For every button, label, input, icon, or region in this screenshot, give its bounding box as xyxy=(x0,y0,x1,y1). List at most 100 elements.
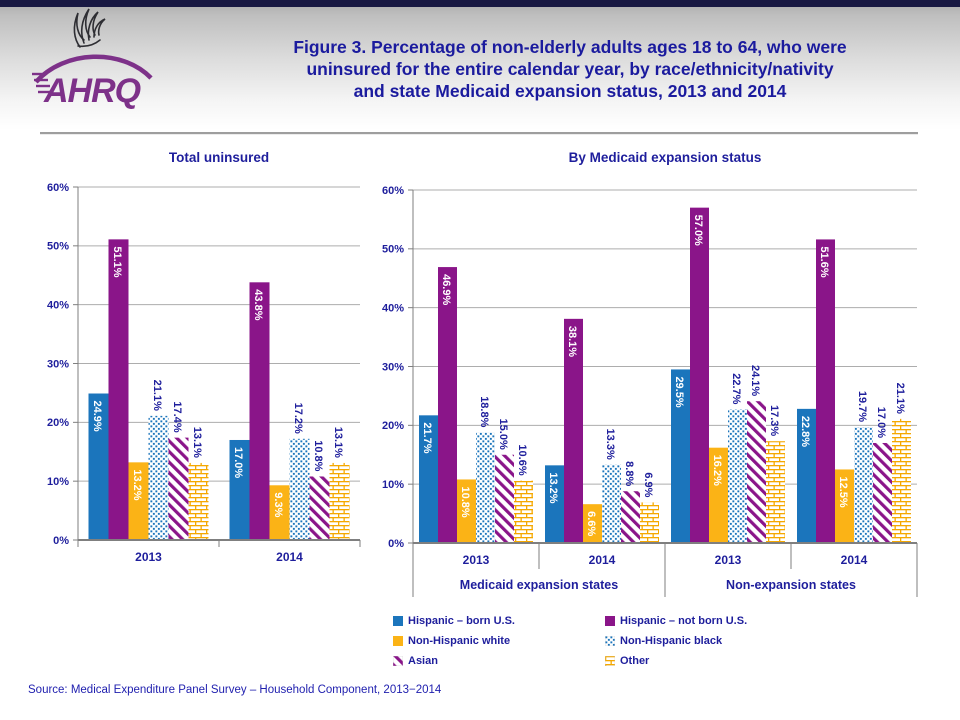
legend-item-hispanic-born-us: Hispanic – born U.S. xyxy=(393,611,589,631)
bar xyxy=(168,437,189,540)
y-axis-tick-label: 40% xyxy=(47,300,69,312)
legend-label: Asian xyxy=(408,655,438,667)
x-axis-group-label: Medicaid expansion states xyxy=(460,578,618,592)
bar-value-label: 12.5% xyxy=(837,476,849,507)
bar-value-label: 17.0% xyxy=(232,447,244,478)
y-axis-tick-label: 20% xyxy=(47,417,69,429)
bar-value-label: 13.2% xyxy=(547,472,559,503)
bar-value-label: 51.6% xyxy=(818,246,830,277)
bar xyxy=(816,239,835,544)
bar-value-label: 10.8% xyxy=(459,486,471,517)
bar-value-label: 57.0% xyxy=(692,215,704,246)
y-axis-tick-label: 10% xyxy=(47,476,69,488)
bar-value-label: 46.9% xyxy=(440,274,452,305)
bar-value-label: 13.2% xyxy=(131,469,143,500)
bar xyxy=(747,401,766,543)
bar-value-label: 43.8% xyxy=(252,289,264,320)
chart-total-uninsured: 0% 10% 20% 30% 40% 50% 60% 24.9% 51.1% 13.2% 21.1%… xyxy=(30,145,375,582)
bar xyxy=(329,462,350,540)
bar xyxy=(621,491,640,543)
bar xyxy=(188,462,209,540)
bar xyxy=(269,485,290,540)
legend-swatch-solid-blue-icon xyxy=(393,616,403,626)
bar-value-label: 13.1% xyxy=(191,427,203,458)
hhs-eagle-icon xyxy=(73,8,106,48)
bar-value-label: 15.0% xyxy=(497,419,509,450)
header-divider xyxy=(40,132,918,135)
x-axis-year-label: 2013 xyxy=(135,550,162,564)
x-axis-year-label: 2013 xyxy=(715,553,742,567)
legend: Hispanic – born U.S. Non-Hispanic white … xyxy=(393,611,747,671)
bar xyxy=(289,438,310,540)
bar-value-label: 22.8% xyxy=(799,416,811,447)
bar xyxy=(835,469,854,543)
top-accent-bar xyxy=(0,0,960,7)
bar-value-label: 6.6% xyxy=(585,511,597,536)
bar-value-label: 17.3% xyxy=(768,405,780,436)
y-axis-tick-label: 0% xyxy=(388,538,404,550)
bar-value-label: 17.0% xyxy=(875,407,887,438)
bar-value-label: 17.4% xyxy=(171,401,183,432)
legend-swatch-solid-orange-icon xyxy=(393,636,403,646)
bar-value-label: 8.8% xyxy=(623,461,635,486)
x-axis-year-label: 2014 xyxy=(276,550,303,564)
legend-item-hispanic-not-born-us: Hispanic – not born U.S. xyxy=(605,611,747,631)
bar xyxy=(514,480,533,543)
bar-value-label: 10.6% xyxy=(516,444,528,475)
bar xyxy=(690,207,709,543)
bar xyxy=(229,439,250,540)
figure-title: Figure 3. Percentage of non-elderly adul… xyxy=(293,37,847,101)
legend-column-2: Hispanic – not born U.S. Non-Hispanic bl… xyxy=(605,611,747,671)
legend-swatch-blue-dots-icon xyxy=(605,636,615,646)
bar xyxy=(438,267,457,543)
bar-value-label: 10.8% xyxy=(312,440,324,471)
bar xyxy=(128,462,149,540)
chart-title: Total uninsured xyxy=(169,150,269,165)
ahrq-logo: AHRQ xyxy=(28,0,158,120)
bar xyxy=(564,318,583,543)
legend-swatch-orange-bricks-icon xyxy=(605,656,615,666)
y-axis-tick-label: 30% xyxy=(382,361,404,373)
bar xyxy=(854,427,873,543)
bar-value-label: 16.2% xyxy=(711,455,723,486)
ahrq-logo-text: AHRQ xyxy=(43,72,141,110)
bar xyxy=(249,282,270,540)
x-axis-group-label: Non-expansion states xyxy=(726,578,856,592)
bar-value-label: 51.1% xyxy=(111,246,123,277)
legend-label: Other xyxy=(620,655,650,667)
bar xyxy=(873,442,892,543)
y-axis-tick-label: 20% xyxy=(382,420,404,432)
bar xyxy=(309,476,330,540)
y-axis-tick-label: 60% xyxy=(382,185,404,197)
bar-value-label: 24.1% xyxy=(749,365,761,396)
bar-value-label: 19.7% xyxy=(856,391,868,422)
source-note: Source: Medical Expenditure Panel Survey… xyxy=(28,684,442,696)
bar xyxy=(766,441,785,543)
bar-value-label: 38.1% xyxy=(566,326,578,357)
bar-value-label: 18.8% xyxy=(478,396,490,427)
bar xyxy=(640,502,659,543)
y-axis-tick-label: 0% xyxy=(53,535,69,547)
legend-swatch-purple-stripes-icon xyxy=(393,656,403,666)
bar-value-label: 21.1% xyxy=(151,380,163,411)
legend-swatch-solid-purple-icon xyxy=(605,616,615,626)
bar xyxy=(545,465,564,543)
bar xyxy=(495,454,514,543)
bar xyxy=(583,504,602,543)
y-axis-tick-label: 30% xyxy=(47,358,69,370)
x-axis-year-label: 2013 xyxy=(463,553,490,567)
legend-label: Hispanic – born U.S. xyxy=(408,615,515,627)
legend-item-non-hispanic-black: Non-Hispanic black xyxy=(605,631,747,651)
bar-value-label: 22.7% xyxy=(730,373,742,404)
y-axis-tick-label: 10% xyxy=(382,479,404,491)
y-axis-tick-label: 50% xyxy=(47,241,69,253)
legend-label: Non-Hispanic black xyxy=(620,635,723,647)
legend-item-non-hispanic-white: Non-Hispanic white xyxy=(393,631,589,651)
bar xyxy=(108,239,129,540)
bar-value-label: 21.7% xyxy=(421,422,433,453)
x-axis-year-label: 2014 xyxy=(841,553,868,567)
header: AHRQ Figure 3. Percentage of non-elderly… xyxy=(0,0,960,130)
legend-label: Non-Hispanic white xyxy=(408,635,511,647)
bar-chart-svg: 0% 10% 20% 30% 40% 50% 60% 24.9% 51.1% 13.2% 21.1%… xyxy=(47,150,361,564)
bar-value-label: 21.1% xyxy=(894,383,906,414)
